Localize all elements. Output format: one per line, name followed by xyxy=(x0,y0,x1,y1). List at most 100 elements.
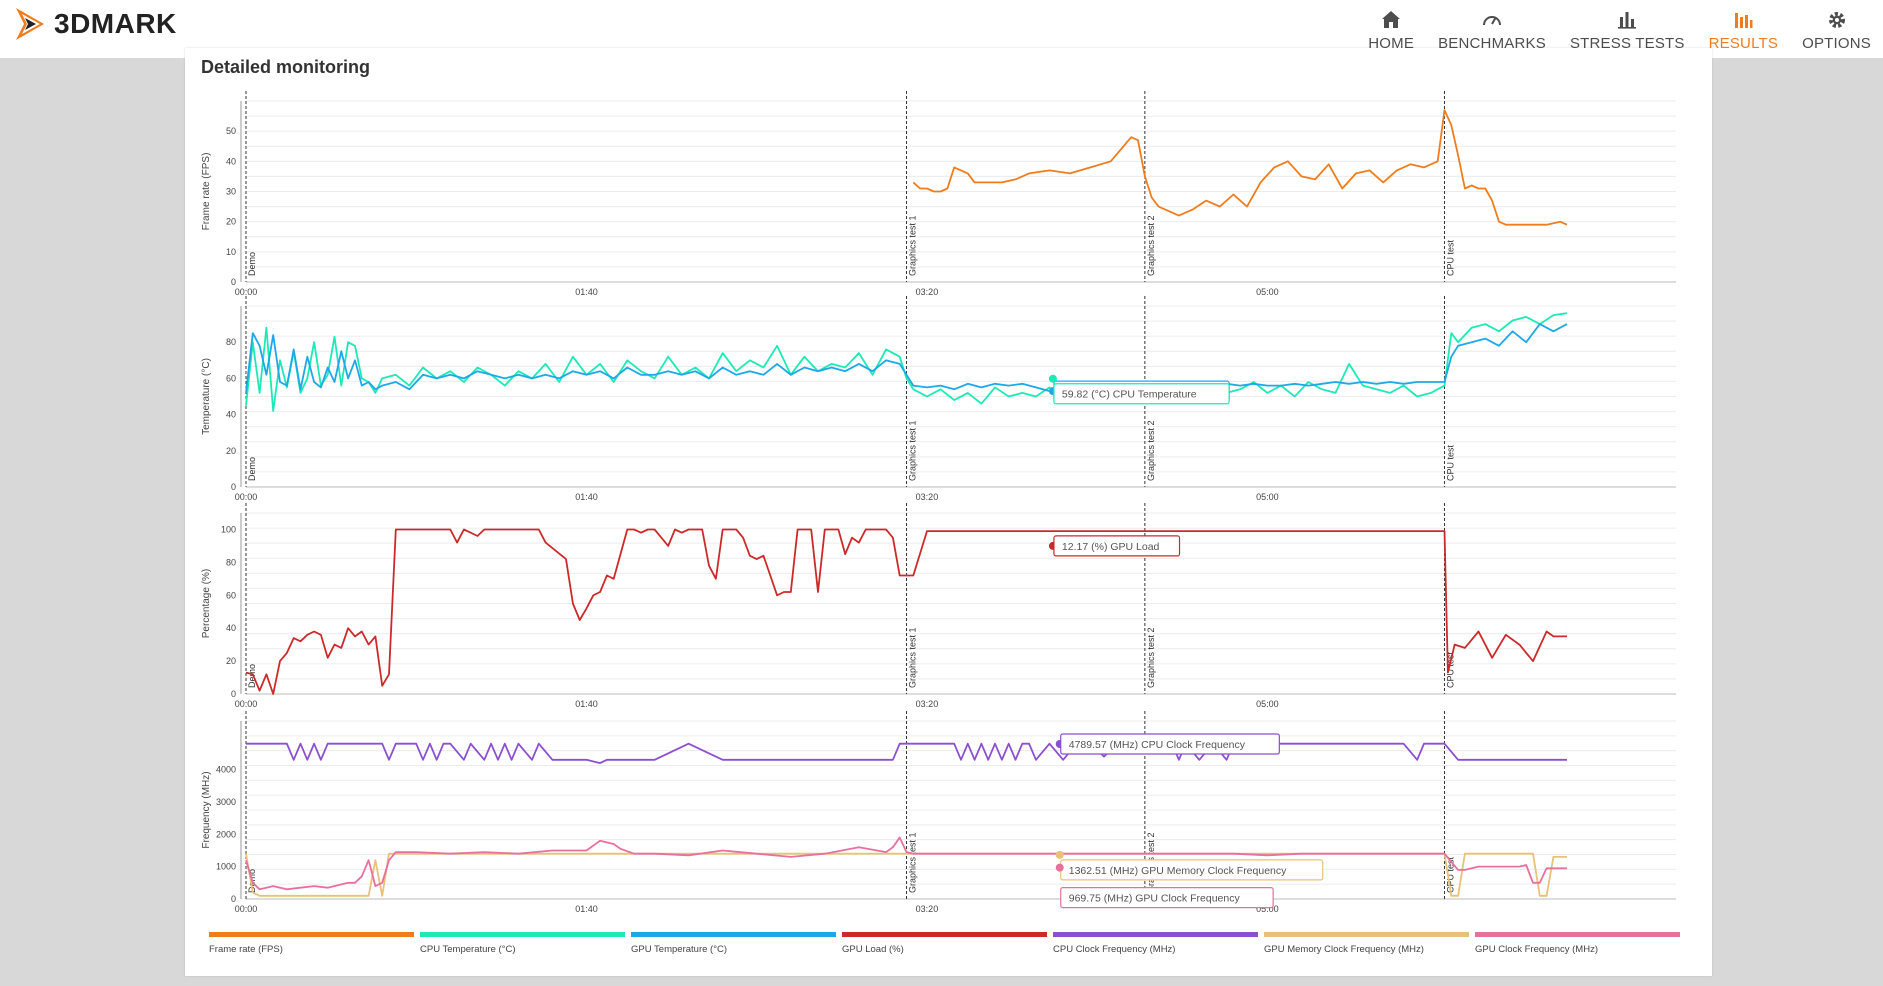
chart-4: 0 1000 2000 3000 4000 Frequency (MHz) 00:00 01:… xyxy=(201,711,1676,914)
legend-item[interactable]: GPU Memory Clock Frequency (MHz) xyxy=(1264,932,1475,955)
tooltip-box xyxy=(1053,535,1181,557)
y-tick-label: 0 xyxy=(231,689,236,699)
x-tick-label: 03:20 xyxy=(916,699,939,709)
y-tick-label: 0 xyxy=(231,277,236,287)
y-tick-label: 80 xyxy=(226,337,236,347)
nav-label: STRESS TESTS xyxy=(1569,35,1685,52)
legend-swatch xyxy=(209,932,414,937)
x-tick-label: 01:40 xyxy=(575,699,598,709)
x-tick-label: 01:40 xyxy=(575,287,598,297)
legend-swatch xyxy=(1053,932,1258,937)
series-line-fps xyxy=(912,109,1568,226)
tooltip-box xyxy=(1060,887,1274,909)
section-marker-label: CPU test xyxy=(1445,651,1455,688)
legend-swatch xyxy=(420,932,625,937)
x-tick-label: 03:20 xyxy=(916,492,939,502)
legend-label: GPU Load (%) xyxy=(842,944,904,955)
tooltip-text: 59.82 (°C) CPU Temperature xyxy=(1062,389,1197,401)
y-tick-label: 20 xyxy=(226,656,236,666)
y-tick-label: 1000 xyxy=(216,862,236,872)
y-tick-label: 40 xyxy=(226,410,236,420)
section-marker-label: CPU test xyxy=(1445,239,1455,276)
detailed-monitoring-panel: Detailed monitoring 0 10 20 30 40 50 Frame rat… xyxy=(185,48,1712,976)
legend-item[interactable]: CPU Clock Frequency (MHz) xyxy=(1053,932,1264,955)
nav-label: HOME xyxy=(1368,35,1415,52)
nav-label: BENCHMARKS xyxy=(1438,35,1546,52)
legend-item[interactable]: GPU Temperature (°C) xyxy=(631,932,842,955)
y-tick-label: 60 xyxy=(226,590,236,600)
results-chart-icon xyxy=(1730,7,1756,33)
y-tick-label: 20 xyxy=(226,446,236,456)
nav-home[interactable]: HOME xyxy=(1368,0,1414,58)
section-marker-label: Graphics test 2 xyxy=(1146,627,1156,688)
x-tick-label: 05:00 xyxy=(1256,287,1279,297)
tooltip-dot xyxy=(1048,374,1057,383)
y-tick-label: 2000 xyxy=(216,829,236,839)
nav-results[interactable]: RESULTS xyxy=(1709,0,1778,58)
tooltip-box xyxy=(1060,733,1280,755)
y-tick-label: 20 xyxy=(226,217,236,227)
y-tick-label: 0 xyxy=(231,894,236,904)
x-tick-label: 03:20 xyxy=(916,287,939,297)
y-tick-label: 3000 xyxy=(216,797,236,807)
section-marker-label: Demo xyxy=(247,457,257,481)
section-marker-label: CPU test xyxy=(1445,856,1455,893)
x-tick-label: 00:00 xyxy=(235,904,258,914)
tooltip-text: 1362.51 (MHz) GPU Memory Clock Frequency xyxy=(1069,865,1287,877)
y-axis-label: Temperature (°C) xyxy=(201,358,212,435)
section-marker-label: Graphics test 1 xyxy=(908,215,918,276)
legend-label: GPU Memory Clock Frequency (MHz) xyxy=(1264,944,1424,955)
series-line-gpu-mem-clock xyxy=(245,852,1567,897)
section-marker-label: Graphics test 1 xyxy=(908,420,918,481)
chart-1: 0 10 20 30 40 50 Frame rate (FPS) 00:00 01:40 03:… xyxy=(201,91,1676,297)
y-tick-label: 4000 xyxy=(216,765,236,775)
legend-item[interactable]: CPU Temperature (°C) xyxy=(420,932,631,955)
tooltip-text: 4789.57 (MHz) CPU Clock Frequency xyxy=(1069,739,1246,751)
tooltip-text: 12.17 (%) GPU Load xyxy=(1062,541,1160,553)
monitoring-charts: 0 10 20 30 40 50 Frame rate (FPS) 00:00 01:40 03:… xyxy=(201,91,1676,914)
section-marker-label: Graphics test 1 xyxy=(908,832,918,893)
home-icon xyxy=(1378,7,1404,33)
nav-label: RESULTS xyxy=(1708,35,1779,52)
legend-swatch xyxy=(842,932,1047,937)
legend-item[interactable]: GPU Load (%) xyxy=(842,932,1053,955)
section-marker-label: Graphics test 2 xyxy=(1146,420,1156,481)
nav-benchmarks[interactable]: BENCHMARKS xyxy=(1438,0,1546,58)
gear-icon xyxy=(1824,7,1850,33)
nav-options[interactable]: OPTIONS xyxy=(1802,0,1871,58)
legend-item[interactable]: Frame rate (FPS) xyxy=(209,932,420,955)
speedometer-icon xyxy=(1479,7,1505,33)
y-tick-label: 50 xyxy=(226,126,236,136)
3dmark-logo-icon xyxy=(16,8,44,40)
legend-label: CPU Clock Frequency (MHz) xyxy=(1053,944,1176,955)
y-tick-label: 40 xyxy=(226,156,236,166)
y-axis-label: Frequency (MHz) xyxy=(201,771,212,848)
logo-text: 3DMARK xyxy=(54,8,177,39)
nav-label: OPTIONS xyxy=(1802,35,1871,52)
legend-label: Frame rate (FPS) xyxy=(209,944,283,955)
x-tick-label: 00:00 xyxy=(235,492,258,502)
section-marker-label: CPU test xyxy=(1445,444,1455,481)
chart-legend: Frame rate (FPS) CPU Temperature (°C) GPU … xyxy=(209,932,1686,955)
app-logo[interactable]: 3DMARK xyxy=(14,6,177,42)
y-tick-label: 80 xyxy=(226,557,236,567)
legend-swatch xyxy=(631,932,836,937)
legend-item[interactable]: GPU Clock Frequency (MHz) xyxy=(1475,932,1686,955)
legend-swatch xyxy=(1264,932,1469,937)
section-marker-label: Demo xyxy=(247,252,257,276)
tooltip-dot xyxy=(1055,863,1064,872)
series-line-gpu-clock xyxy=(245,836,1567,891)
y-tick-label: 40 xyxy=(226,623,236,633)
x-tick-label: 01:40 xyxy=(575,904,598,914)
y-tick-label: 0 xyxy=(231,482,236,492)
y-axis-label: Percentage (%) xyxy=(201,569,212,638)
tooltip-box xyxy=(1053,383,1230,405)
y-tick-label: 10 xyxy=(226,247,236,257)
y-tick-label: 100 xyxy=(221,524,236,534)
nav-stress-tests[interactable]: STRESS TESTS xyxy=(1570,0,1685,58)
legend-swatch xyxy=(1475,932,1680,937)
main-nav: HOME BENCHMARKS STRESS TESTS RESULTS OPTIONS xyxy=(1356,0,1883,58)
chart-2: 0 20 40 60 80 Temperature (°C) 00:00 01:40 03:20… xyxy=(201,296,1676,502)
x-tick-label: 05:00 xyxy=(1256,904,1279,914)
legend-label: GPU Temperature (°C) xyxy=(631,944,728,955)
